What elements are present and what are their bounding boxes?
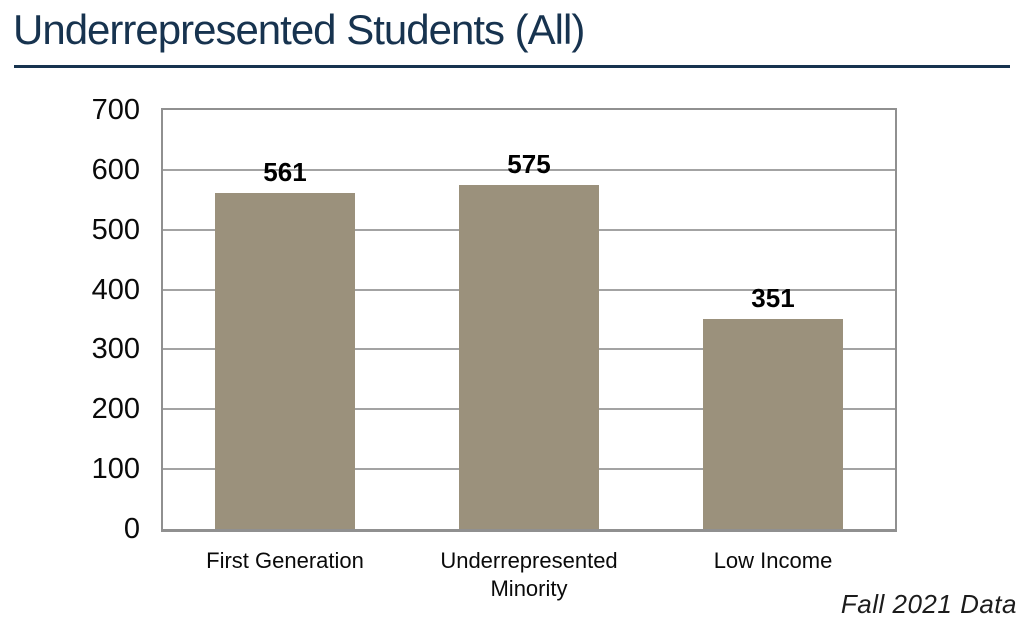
- y-tick-label-300: 300: [91, 333, 140, 366]
- bar-underrepresented-minority: [459, 184, 599, 529]
- caption: Fall 2021 Data: [840, 589, 1017, 619]
- bar-value-label: 561: [263, 157, 307, 188]
- y-tick-label-600: 600: [91, 153, 140, 186]
- x-category-label-underrepresented-minority: Underrepresented Minority: [440, 548, 618, 601]
- y-tick-label-0: 0: [123, 513, 140, 545]
- title-underline: [14, 65, 1010, 68]
- x-category-label-low-income: Low Income: [713, 548, 833, 573]
- y-tick-label-500: 500: [91, 213, 140, 246]
- x-category-label-first-generation: First Generation: [206, 548, 364, 573]
- y-tick-label-700: 700: [91, 94, 140, 126]
- bar-value-label: 575: [507, 148, 551, 179]
- y-tick-label-400: 400: [91, 273, 140, 306]
- y-tick-label-100: 100: [91, 453, 140, 486]
- gridline-600: [163, 168, 895, 171]
- bar-low-income: [703, 318, 843, 529]
- bar-first-generation: [215, 193, 355, 529]
- y-tick-label-200: 200: [91, 393, 140, 426]
- page-title: Underrepresented Students (All): [13, 6, 585, 53]
- plot-area: 561 575 351: [161, 108, 897, 532]
- bar-value-label: 351: [751, 282, 795, 313]
